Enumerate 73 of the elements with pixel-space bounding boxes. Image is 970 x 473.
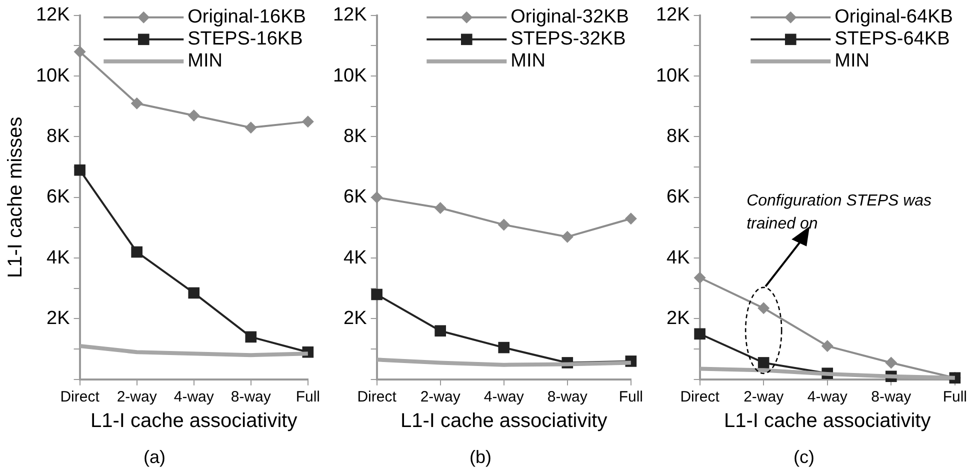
legend-label: MIN xyxy=(834,50,870,72)
legend-label: MIN xyxy=(510,50,546,72)
x-tick-label: 4-way xyxy=(807,388,848,406)
x-tick-label: 4-way xyxy=(484,388,524,406)
legend-label: Original-64KB xyxy=(834,6,953,28)
legend-label: STEPS-32KB xyxy=(510,28,626,50)
x-tick-label: Direct xyxy=(357,388,398,406)
y-tick-label: 10K xyxy=(332,65,368,86)
x-tick-label: 2-way xyxy=(116,388,158,406)
y-tick-label: 2K xyxy=(344,308,368,329)
point xyxy=(498,218,510,231)
y-tick-label: 8K xyxy=(666,126,690,147)
y-tick-label: 10K xyxy=(36,65,70,86)
y-tick-label: 12K xyxy=(36,4,70,26)
y-tick-label: 4K xyxy=(344,247,368,268)
y-tick-label: 4K xyxy=(666,247,690,268)
y-tick-label: 2K xyxy=(46,308,70,329)
x-tick-label: 8-way xyxy=(871,388,912,406)
x-tick-label: 2-way xyxy=(420,388,461,406)
point xyxy=(434,202,446,214)
point xyxy=(245,331,257,343)
legend-label: Original-32KB xyxy=(510,6,629,28)
y-tick-label: 4K xyxy=(46,247,70,268)
x-tick-label: 2-way xyxy=(744,388,784,406)
point xyxy=(188,110,200,122)
x-axis-title: L1-I cache associativity xyxy=(724,410,931,432)
y-tick-label: 8K xyxy=(46,126,70,147)
y-tick-label: 6K xyxy=(46,186,70,208)
point xyxy=(370,191,383,204)
x-axis-title: L1-I cache associativity xyxy=(90,410,298,432)
x-tick-label: Direct xyxy=(60,388,100,406)
x-tick-label: 8-way xyxy=(547,388,588,406)
point xyxy=(188,287,200,299)
point xyxy=(561,230,574,243)
point xyxy=(885,356,898,369)
x-axis-title: L1-I cache associativity xyxy=(400,410,608,432)
legend-label: MIN xyxy=(188,50,222,72)
legend-label: STEPS-64KB xyxy=(834,28,950,50)
point xyxy=(624,212,637,225)
x-tick-label: Full xyxy=(618,388,643,406)
point xyxy=(302,116,314,128)
point xyxy=(74,46,86,58)
x-tick-label: 8-way xyxy=(230,388,272,406)
x-tick-label: Full xyxy=(942,388,967,406)
point xyxy=(74,164,86,176)
point xyxy=(758,357,770,368)
x-tick-label: 4-way xyxy=(174,388,214,406)
point xyxy=(434,325,446,337)
point xyxy=(821,340,834,352)
y-tick-label: 12K xyxy=(656,4,690,26)
point xyxy=(244,122,257,134)
point xyxy=(131,246,142,258)
text: (c) xyxy=(794,447,814,468)
x-tick-label: Direct xyxy=(680,388,720,406)
point xyxy=(694,272,706,284)
y-axis-title: L1-I cache misses xyxy=(4,116,27,278)
legend-label: STEPS-16KB xyxy=(188,28,303,50)
y-tick-label: 10K xyxy=(656,65,690,86)
text: (a) xyxy=(144,447,166,468)
annotation: Configuration STEPS was trained on xyxy=(746,192,932,232)
text: (b) xyxy=(470,447,492,468)
point xyxy=(371,288,382,300)
x-tick-label: Full xyxy=(296,388,320,406)
legend-label: Original-16KB xyxy=(188,6,306,28)
y-tick-label: 8K xyxy=(344,126,368,147)
point xyxy=(758,302,770,314)
y-tick-label: 6K xyxy=(344,186,368,208)
point xyxy=(694,328,706,340)
y-tick-label: 2K xyxy=(666,308,690,329)
y-tick-label: 12K xyxy=(332,4,368,26)
point xyxy=(130,97,143,110)
y-tick-label: 6K xyxy=(666,186,690,208)
point xyxy=(498,342,510,354)
